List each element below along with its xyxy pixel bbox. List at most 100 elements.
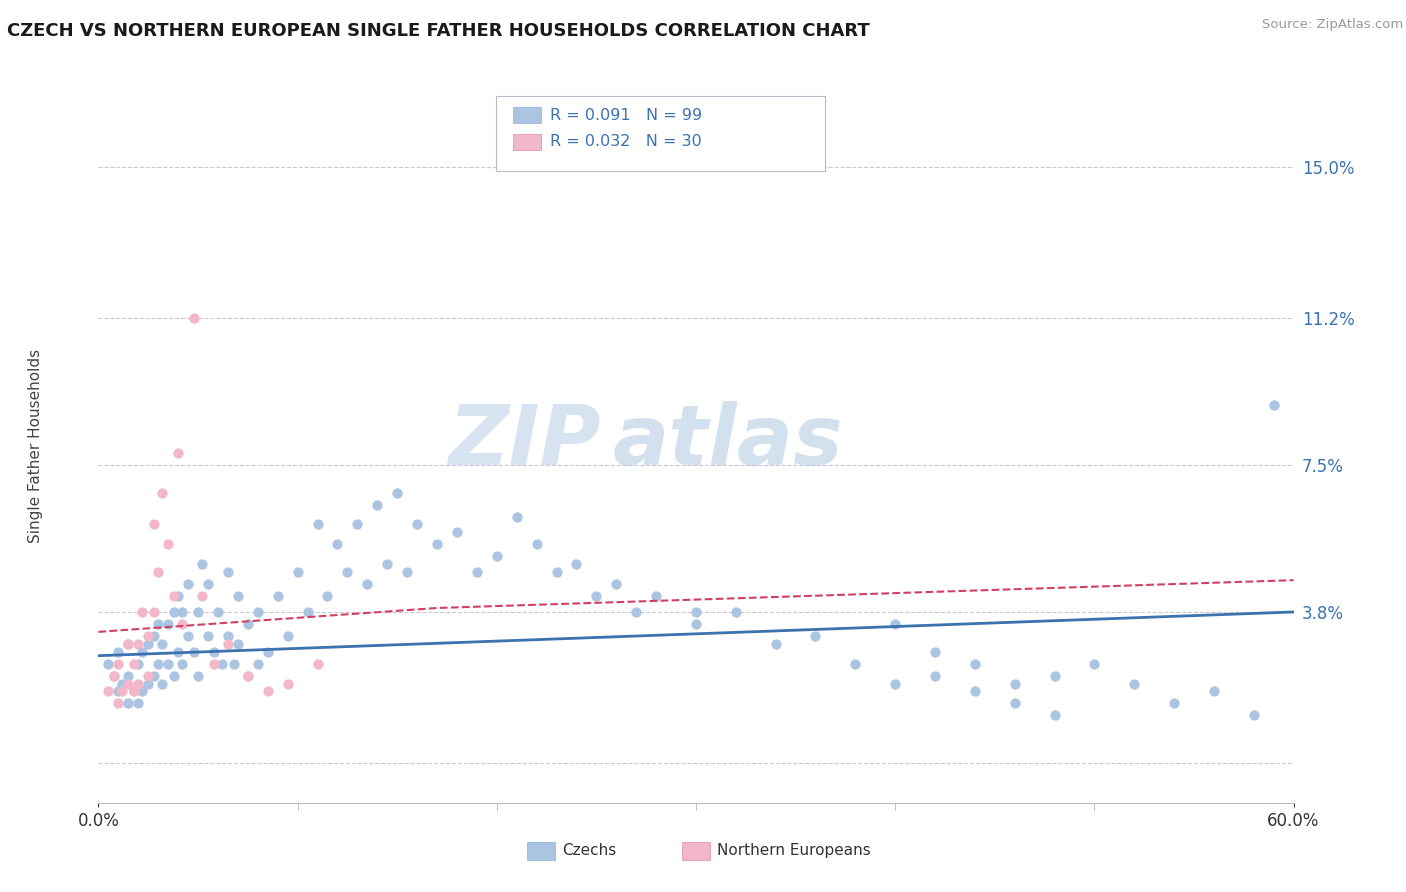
Point (924, 645, 946, 659)
Point (131, 605, 153, 619)
Point (884, 616, 907, 631)
Point (148, 616, 170, 631)
Point (385, 485, 409, 500)
Point (191, 558, 214, 572)
Point (1043, 708, 1066, 723)
Point (685, 616, 707, 631)
Point (236, 668, 259, 682)
Point (336, 565, 359, 579)
Point (565, 558, 588, 572)
Point (148, 657, 170, 671)
Point (136, 676, 159, 690)
Point (346, 517, 368, 532)
Point (191, 589, 214, 603)
Point (177, 629, 200, 643)
Point (148, 565, 170, 579)
Point (202, 657, 225, 671)
Point (963, 684, 986, 698)
Point (103, 668, 125, 682)
Point (103, 668, 125, 682)
Text: Single Father Households: Single Father Households (28, 349, 42, 543)
Point (124, 657, 146, 671)
Point (127, 657, 149, 671)
Point (167, 446, 190, 460)
Point (202, 645, 225, 659)
Point (396, 565, 419, 579)
Point (143, 668, 166, 682)
Point (163, 668, 186, 682)
Point (211, 657, 233, 671)
Point (107, 697, 129, 711)
Point (236, 616, 259, 631)
Point (645, 589, 668, 603)
Point (163, 589, 186, 603)
Point (217, 565, 239, 579)
Point (111, 684, 134, 698)
Point (1123, 676, 1146, 690)
Point (804, 629, 827, 643)
Point (143, 517, 166, 532)
Point (111, 676, 134, 690)
Point (172, 616, 194, 631)
Point (143, 605, 166, 619)
Point (316, 589, 339, 603)
Point (246, 605, 269, 619)
Point (297, 605, 319, 619)
Point (107, 645, 129, 659)
Point (963, 657, 986, 671)
Point (172, 657, 194, 671)
Point (124, 684, 146, 698)
Point (107, 684, 129, 698)
Point (187, 668, 209, 682)
Point (1004, 676, 1026, 690)
Point (183, 310, 205, 325)
Point (446, 525, 468, 540)
Point (226, 589, 249, 603)
Point (131, 645, 153, 659)
Point (124, 684, 146, 698)
Text: R = 0.091   N = 99: R = 0.091 N = 99 (550, 108, 702, 122)
Point (426, 537, 449, 551)
Point (485, 549, 508, 564)
Point (765, 637, 787, 651)
Point (207, 605, 229, 619)
Point (366, 498, 388, 512)
Point (307, 657, 329, 671)
Point (143, 629, 166, 643)
Point (884, 676, 907, 690)
Point (287, 565, 309, 579)
Point (724, 605, 747, 619)
Text: Northern Europeans: Northern Europeans (717, 844, 870, 858)
Point (1263, 398, 1285, 412)
Point (217, 637, 239, 651)
Point (1043, 668, 1066, 682)
Text: Source: ZipAtlas.com: Source: ZipAtlas.com (1263, 18, 1403, 31)
Point (157, 616, 180, 631)
Point (117, 697, 139, 711)
Point (157, 537, 180, 551)
Point (277, 676, 299, 690)
Point (326, 537, 349, 551)
Point (246, 657, 269, 671)
Point (97, 684, 120, 698)
Point (256, 645, 278, 659)
Point (183, 645, 205, 659)
Text: ZIP: ZIP (447, 401, 600, 482)
Point (117, 676, 139, 690)
Point (1083, 657, 1105, 671)
Point (226, 637, 249, 651)
Point (136, 668, 159, 682)
Point (526, 537, 548, 551)
Point (277, 629, 299, 643)
Point (222, 657, 245, 671)
Point (1163, 697, 1185, 711)
Point (585, 589, 607, 603)
Point (136, 637, 159, 651)
Text: Czechs: Czechs (562, 844, 617, 858)
Point (177, 577, 200, 591)
Point (167, 645, 190, 659)
Point (356, 577, 378, 591)
Point (465, 565, 488, 579)
Text: CZECH VS NORTHERN EUROPEAN SINGLE FATHER HOUSEHOLDS CORRELATION CHART: CZECH VS NORTHERN EUROPEAN SINGLE FATHER… (7, 22, 870, 40)
Point (167, 589, 190, 603)
